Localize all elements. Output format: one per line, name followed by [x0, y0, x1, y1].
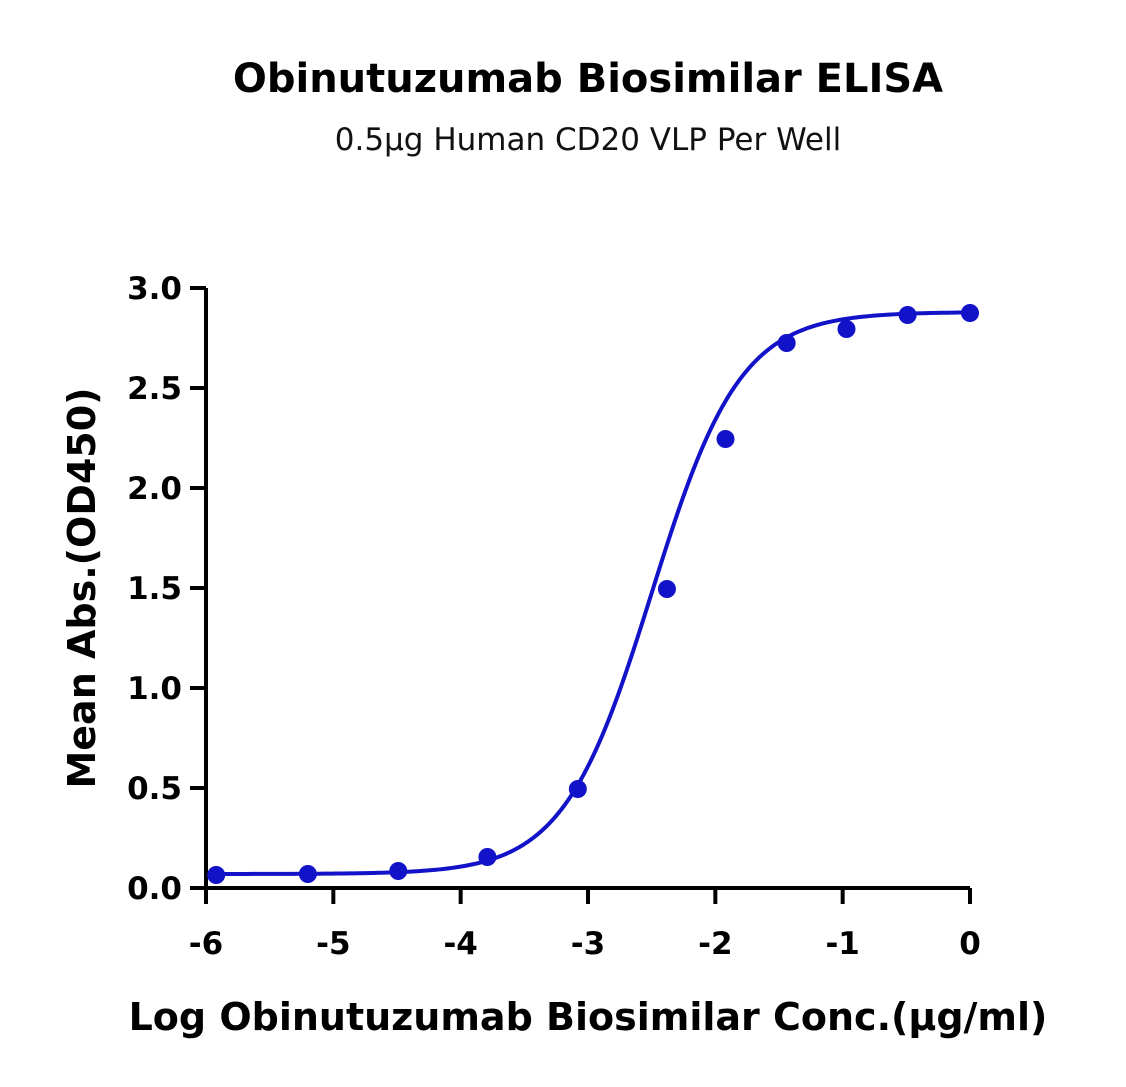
axes: [204, 288, 970, 890]
chart-subtitle: 0.5µg Human CD20 VLP Per Well: [335, 122, 841, 158]
data-point: [298, 865, 317, 883]
x-ticks: -6 -5 -4 -3 -2 -1 0: [189, 888, 981, 962]
data-points: [207, 304, 979, 884]
data-point: [837, 320, 856, 338]
x-tick-label: -4: [443, 926, 477, 962]
chart-title: Obinutuzumab Biosimilar ELISA: [233, 56, 943, 102]
data-point: [657, 580, 676, 598]
data-point: [716, 430, 735, 448]
y-tick-label: 0.0: [127, 871, 182, 907]
x-tick-label: -5: [316, 926, 350, 962]
data-point: [777, 334, 796, 352]
x-tick-label: -6: [189, 926, 223, 962]
y-tick-label: 2.5: [127, 371, 182, 407]
y-tick-label: 3.0: [127, 271, 182, 307]
data-point: [389, 862, 408, 880]
y-tick-label: 1.0: [127, 671, 182, 707]
y-axis-label: Mean Abs.(OD450): [60, 387, 104, 788]
fit-curve: [216, 310, 971, 876]
x-axis-label: Log Obinutuzumab Biosimilar Conc.(µg/ml): [129, 995, 1048, 1039]
y-ticks: 0.0 0.5 1.0 1.5 2.0 2.5 3.0: [127, 271, 206, 907]
x-tick-label: -3: [571, 926, 605, 962]
y-tick-label: 0.5: [127, 771, 182, 807]
data-point: [568, 780, 587, 798]
y-tick-label: 2.0: [127, 471, 182, 507]
x-tick-label: -1: [825, 926, 859, 962]
x-tick-label: 0: [959, 926, 981, 962]
data-point: [207, 866, 226, 884]
data-point: [478, 848, 497, 866]
data-point: [898, 306, 917, 324]
y-tick-label: 1.5: [127, 571, 182, 607]
x-tick-label: -2: [698, 926, 732, 962]
data-point: [961, 304, 979, 322]
